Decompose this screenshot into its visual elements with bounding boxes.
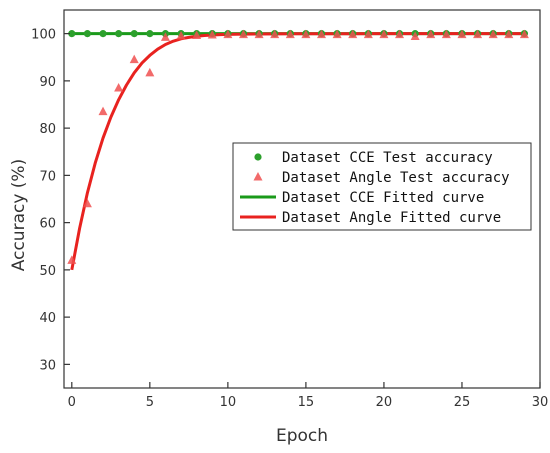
x-axis-title: Epoch [276, 426, 328, 446]
angle-point [270, 29, 280, 39]
angle-point [145, 67, 155, 77]
angle-point [410, 31, 420, 40]
x-tick-label: 30 [532, 395, 549, 410]
angle-point [426, 29, 436, 39]
legend-label: Dataset CCE Test accuracy [282, 150, 493, 166]
angle-point [207, 30, 217, 39]
cce-point [83, 30, 92, 38]
angle-point [457, 29, 467, 39]
angle-point [317, 29, 327, 39]
angle-point [67, 255, 77, 264]
plot-marks [67, 29, 529, 271]
legend-label: Dataset Angle Test accuracy [282, 170, 510, 186]
legend-swatch-triangle [253, 172, 263, 181]
angle-point [473, 29, 483, 39]
plot-frame [63, 9, 541, 389]
y-tick-label: 90 [39, 75, 56, 90]
cce-point [115, 30, 123, 38]
legend-box [232, 142, 532, 231]
y-tick-label: 100 [31, 28, 56, 43]
legend-swatch-circle [254, 153, 262, 161]
angle-point [223, 29, 233, 39]
angle-point [98, 106, 108, 116]
y-axis-title: Accuracy (%) [9, 159, 29, 271]
angle-point [176, 30, 186, 40]
angle-point [192, 30, 202, 40]
x-tick-label: 20 [376, 395, 393, 410]
y-tick-label: 80 [39, 122, 56, 137]
legend-label: Dataset Angle Fitted curve [282, 210, 501, 226]
angle-point [379, 29, 389, 39]
angle-point [285, 29, 295, 39]
cce-point [99, 30, 107, 38]
angle-point [363, 29, 373, 39]
angle-point [348, 29, 358, 39]
cce-point [146, 30, 154, 38]
x-tick-label: 25 [454, 395, 471, 410]
y-tick-label: 70 [39, 169, 56, 184]
x-tick-label: 5 [146, 395, 154, 410]
cce-point [130, 30, 138, 38]
y-tick-label: 50 [39, 264, 56, 279]
x-tick-label: 10 [220, 395, 237, 410]
x-tick-label: 0 [68, 395, 76, 410]
angle-point [114, 82, 124, 92]
angle-point [519, 29, 529, 39]
angle-point [129, 54, 139, 64]
y-tick-label: 40 [39, 311, 56, 326]
legend: Dataset CCE Test accuracy Dataset Angle T… [232, 142, 532, 231]
angle-point [160, 32, 170, 41]
angle-point [488, 29, 498, 39]
angle-point [301, 29, 311, 39]
legend-label: Dataset CCE Fitted curve [282, 190, 484, 206]
y-tick-label: 30 [39, 358, 56, 373]
x-axis-ticks: 0 5 10 15 20 25 30 [68, 382, 549, 410]
series-line-3 [70, 32, 525, 271]
legend-items: Dataset CCE Test accuracy Dataset Angle T… [240, 150, 510, 226]
angle-point [441, 29, 451, 39]
angle-point [238, 29, 248, 39]
cce-point [68, 30, 76, 38]
angle-point [395, 29, 405, 39]
y-tick-label: 60 [39, 217, 56, 232]
angle-point [254, 29, 264, 39]
angle-point [504, 29, 514, 39]
angle-point [82, 198, 92, 208]
angle-point [332, 29, 342, 39]
y-axis-ticks: 30 40 50 60 70 80 90 100 [31, 28, 70, 373]
x-tick-label: 15 [298, 395, 315, 410]
